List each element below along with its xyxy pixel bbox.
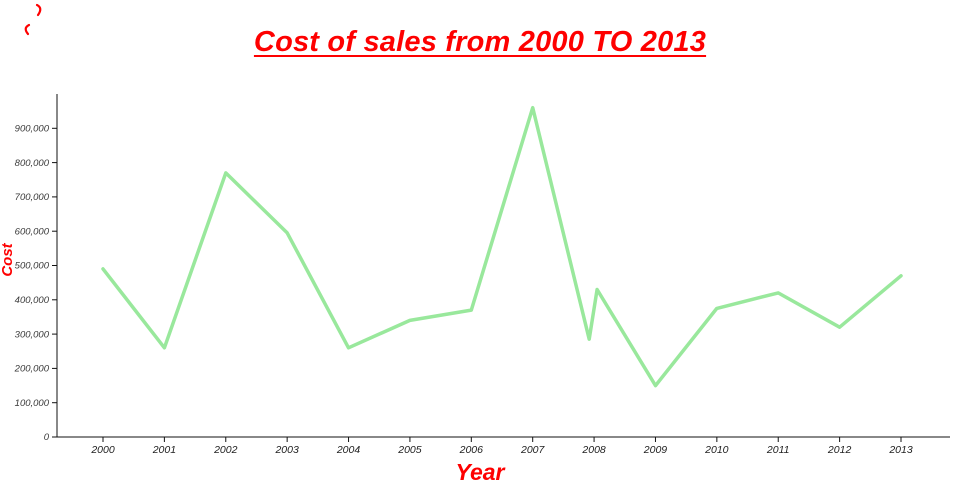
x-tick-label: 2012 xyxy=(827,444,852,456)
y-axis-title: Cost xyxy=(0,243,16,277)
x-axis-title: Year xyxy=(455,459,505,485)
x-tick-label: 2002 xyxy=(213,444,238,456)
chart-title: Cost of sales from 2000 TO 2013 xyxy=(253,26,707,58)
y-tick-label: 700,000 xyxy=(15,192,50,203)
x-tick-label: 2004 xyxy=(336,444,361,456)
stray-red-marks xyxy=(24,3,42,36)
stray-red-mark-2 xyxy=(24,23,31,36)
y-tick-label: 800,000 xyxy=(15,158,50,169)
y-tick-label: 900,000 xyxy=(15,124,50,135)
x-tick-label: 2001 xyxy=(152,444,176,456)
y-tick-label: 400,000 xyxy=(15,295,50,306)
x-tick-label: 2009 xyxy=(643,444,668,456)
y-tick-label: 0 xyxy=(44,432,50,443)
x-tick-label: 2013 xyxy=(888,444,913,456)
stray-red-mark-1 xyxy=(35,3,42,17)
x-tick-label: 2007 xyxy=(520,444,546,456)
x-tick-label: 2003 xyxy=(274,444,299,456)
y-tick-label: 200,000 xyxy=(14,364,50,375)
x-tick-label: 2011 xyxy=(766,444,790,456)
y-tick-label: 600,000 xyxy=(15,226,50,237)
x-tick-label: 2006 xyxy=(459,444,484,456)
y-tick-label: 500,000 xyxy=(15,261,50,272)
x-tick-label: 2008 xyxy=(581,444,606,456)
y-tick-label: 100,000 xyxy=(15,398,50,409)
x-tick-label: 2005 xyxy=(397,444,422,456)
x-tick-label: 2010 xyxy=(704,444,729,456)
y-tick-label: 300,000 xyxy=(15,329,50,340)
cost-of-sales-line xyxy=(101,105,903,388)
x-tick-label: 2000 xyxy=(90,444,115,456)
